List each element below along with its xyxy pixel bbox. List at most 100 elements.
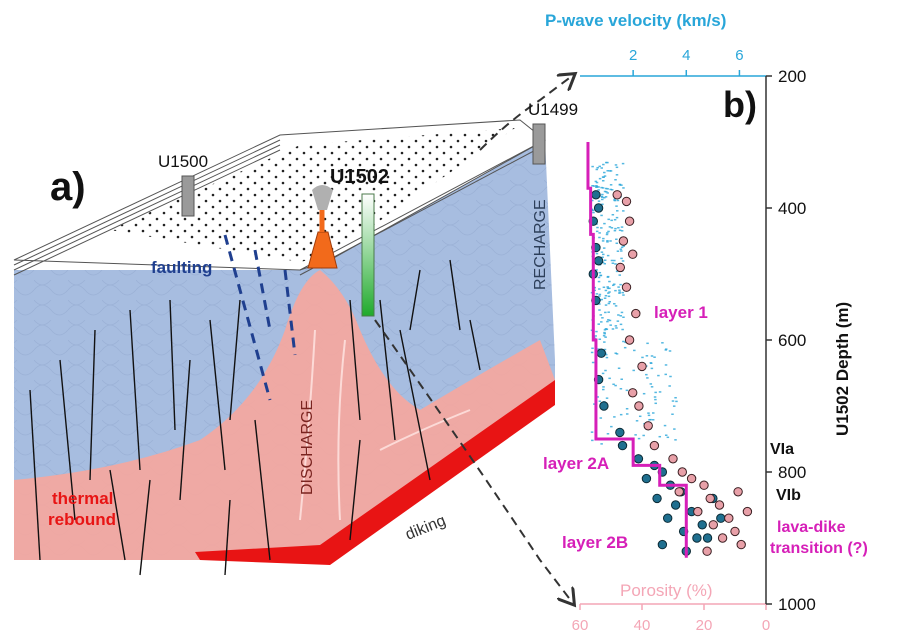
velocity-log-sample (635, 420, 639, 422)
velocity-log-sample (647, 412, 650, 414)
velocity-log-sample (618, 183, 622, 186)
velocity-log-sample (608, 287, 611, 290)
velocity-log-sample (595, 184, 598, 187)
velocity-log-sample (598, 177, 602, 180)
velocity-log-sample (603, 348, 607, 351)
faulting-label: faulting (151, 258, 212, 277)
velocity-log-sample (591, 347, 594, 350)
velocity-log-sample (603, 331, 606, 334)
velocity-log-sample (664, 349, 668, 351)
porosity-point (724, 513, 734, 523)
velocity-log-sample (603, 190, 607, 193)
velocity-log-sample (649, 418, 652, 421)
velocity-log-sample (619, 387, 623, 390)
velocity-log-sample (622, 316, 625, 318)
velocity-log-sample (671, 413, 674, 415)
velocity-log-sample (668, 350, 672, 352)
velocity-log-sample (620, 246, 624, 249)
velocity-log-sample (621, 260, 625, 262)
velocity-log-sample (613, 259, 616, 262)
velocity-log-sample (605, 233, 609, 236)
porosity-point (702, 546, 712, 556)
depth-axis-title: U1502 Depth (m) (833, 302, 852, 436)
velocity-log-sample (641, 356, 644, 359)
velocity-log-sample (615, 270, 619, 273)
velocity-log-sample (666, 436, 670, 439)
velocity-log-sample (601, 176, 605, 178)
velocity-log-sample (622, 340, 625, 343)
velocity-log-sample (598, 232, 601, 234)
velocity-log-sample (591, 185, 594, 187)
layer2a-label: layer 2A (543, 454, 609, 473)
velocity-log-sample (597, 323, 600, 325)
velocity-log-sample (614, 384, 617, 387)
velocity-log-sample (599, 274, 602, 277)
velocity-log-sample (669, 375, 672, 378)
velocity-log-sample (650, 355, 654, 357)
diking-label: diking (403, 512, 448, 543)
velocity-log-sample (612, 383, 615, 386)
velocity-log-sample (595, 252, 599, 255)
velocity-log-sample (603, 262, 607, 265)
velocity-log-sample (607, 230, 610, 233)
velocity-log-sample (591, 361, 595, 364)
velocity-point (593, 256, 604, 266)
velocity-log-sample (595, 230, 599, 233)
velocity-log-sample (664, 348, 668, 350)
porosity-point (699, 480, 709, 490)
velocity-log-sample (601, 256, 604, 258)
velocity-log-sample (614, 178, 617, 181)
porosity-point (643, 421, 653, 431)
u1499-borehole (532, 123, 546, 165)
velocity-log-sample (673, 428, 676, 430)
velocity-log-sample (596, 226, 599, 229)
depth-tick-label: 400 (778, 199, 806, 218)
velocity-log-sample (637, 437, 641, 440)
velocity-log-sample (602, 388, 605, 391)
velocity-log-sample (598, 293, 602, 296)
velocity-log-sample (606, 433, 610, 435)
porosity-point (634, 401, 644, 411)
velocity-log-sample (642, 434, 645, 437)
velocity-log-sample (613, 199, 616, 201)
porosity-point (615, 262, 625, 273)
velocity-point (697, 520, 707, 530)
velocity-step-line (586, 142, 688, 558)
velocity-log-sample (601, 203, 604, 206)
velocity-log-sample (646, 377, 649, 379)
velocity-log-sample (617, 286, 620, 288)
velocity-log-sample (647, 414, 651, 417)
velocity-log-sample (658, 391, 662, 393)
velocity-log-sample (632, 369, 635, 372)
velocity-log-sample (651, 419, 655, 421)
velocity-log-sample (664, 364, 668, 366)
velocity-log-sample (606, 287, 610, 290)
velocity-log-sample (608, 300, 612, 303)
velocity-log-sample (610, 188, 614, 191)
velocity-log-sample (613, 229, 617, 232)
velocity-log-sample (608, 291, 611, 293)
velocity-log-sample (600, 443, 603, 445)
panel-b: b) P-wave velocity (km/s) 2 4 6 Porosity (… (543, 11, 868, 634)
u1502-borehole (361, 193, 375, 317)
u1502-label: U1502 (330, 166, 389, 188)
velocity-log-sample (591, 199, 594, 202)
depth-tick-label: 1000 (778, 595, 816, 614)
velocity-log-sample (602, 163, 605, 166)
velocity-log-sample (604, 196, 608, 198)
plume-swirl (299, 329, 471, 521)
velocity-log-sample (609, 324, 612, 326)
porosity-point (730, 526, 740, 537)
porosity-point (668, 454, 678, 464)
dike-base (195, 380, 555, 565)
velocity-log-sample (600, 186, 603, 189)
porosity-point (705, 493, 715, 504)
via-label: VIa (770, 441, 794, 458)
velocity-log-sample (675, 400, 678, 403)
velocity-tick-label: 2 (629, 47, 637, 64)
velocity-log-sample (645, 355, 649, 357)
velocity-log-sample (590, 351, 594, 354)
velocity-log-sample (607, 319, 610, 321)
velocity-points (588, 190, 726, 556)
